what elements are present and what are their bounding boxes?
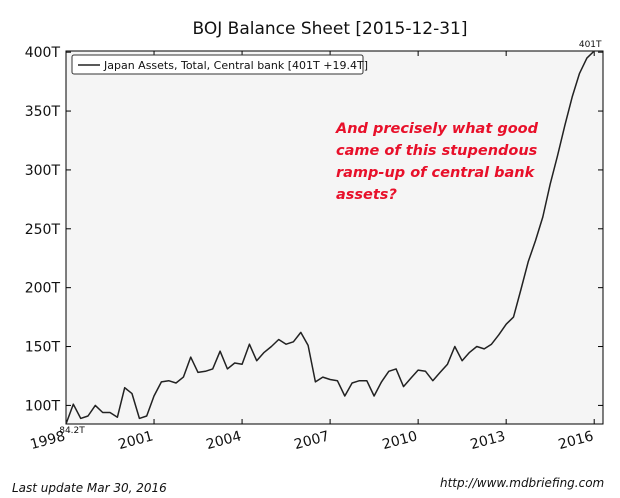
y-tick-label: 250T: [25, 222, 61, 238]
y-tick-label: 300T: [25, 163, 61, 179]
y-tick-label: 200T: [25, 281, 61, 297]
chart-title: BOJ Balance Sheet [2015-12-31]: [193, 19, 468, 39]
annotation-line: came of this stupendous: [336, 143, 538, 159]
x-tick-label: 2016: [557, 428, 596, 453]
annotation-line: assets?: [336, 187, 397, 203]
y-tick-label: 150T: [25, 340, 61, 356]
series-line-japan-assets: [65, 50, 595, 425]
first-point-label: 84.2T: [59, 426, 85, 436]
plot-area: [65, 50, 604, 425]
x-tick-label: 2013: [469, 428, 508, 453]
last-update-text: Last update Mar 30, 2016: [12, 481, 167, 495]
source-url-text: http://www.mdbriefing.com: [440, 476, 604, 490]
x-tick-label: 2004: [205, 428, 244, 453]
annotation-line: ramp-up of central bank: [336, 165, 536, 181]
x-tick-label: 2001: [117, 428, 156, 453]
annotation-text: And precisely what good came of this stu…: [335, 121, 543, 203]
y-tick-label: 100T: [25, 398, 61, 414]
x-tick-label: 2007: [293, 428, 332, 453]
legend-box: [71, 54, 364, 75]
legend-label: Japan Assets, Total, Central bank [401T …: [103, 59, 368, 72]
y-tick-label: 350T: [25, 104, 61, 120]
legend: Japan Assets, Total, Central bank [401T …: [71, 54, 368, 75]
y-tick-label: 400T: [25, 45, 61, 61]
last-point-label: 401T: [579, 40, 602, 50]
y-axis: 100T 150T 200T 250T 300T 350T 400T: [25, 45, 603, 414]
x-tick-label: 2010: [381, 428, 420, 453]
annotation-line: And precisely what good: [335, 121, 539, 137]
